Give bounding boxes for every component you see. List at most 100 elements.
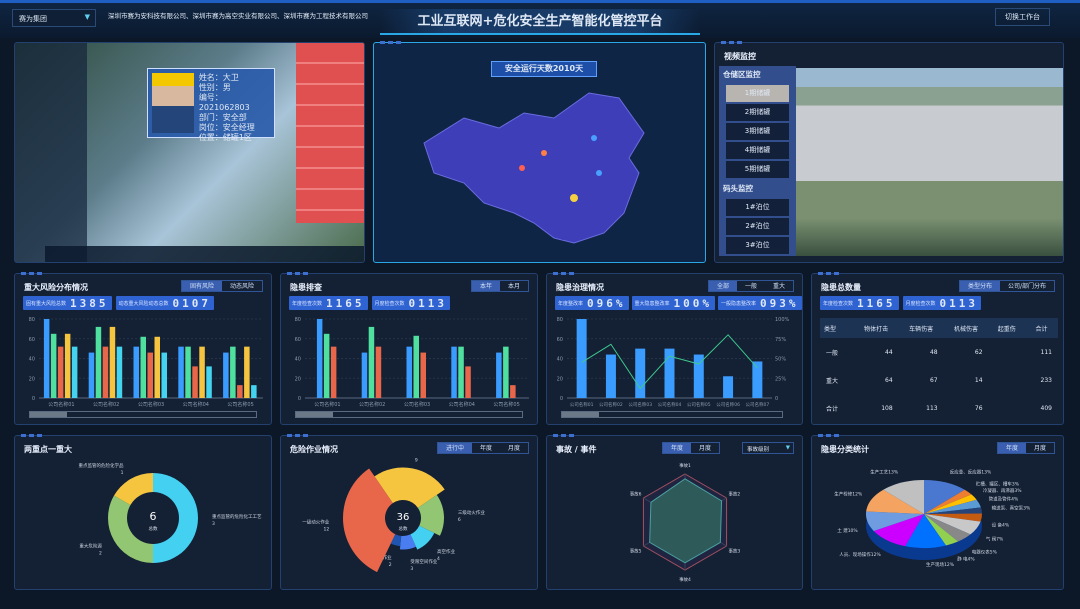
tab-year[interactable]: 本年 [471, 281, 500, 291]
y-tick-label: 60 [557, 337, 563, 343]
slice [924, 499, 981, 514]
tank-item[interactable]: 4期储罐 [726, 142, 789, 159]
slice-value: 2 [389, 562, 392, 568]
govern-panel: 隐患治理情况 全部 一般 重大 年度整改率 096% 重大隐患整改率 100% 一般隐患整改… [546, 272, 803, 425]
plant-sidebar[interactable] [15, 43, 87, 262]
counter: 年度检查次数 1165 [289, 296, 368, 310]
alarm-list[interactable] [296, 43, 364, 223]
chart-scrollbar[interactable] [29, 411, 257, 418]
tab-year[interactable]: 年度 [479, 445, 492, 452]
map-panel[interactable]: 安全运行天数2010天 [373, 41, 706, 263]
scroll-thumb[interactable] [562, 412, 599, 417]
bar [230, 346, 236, 398]
chart-scrollbar[interactable] [561, 411, 783, 418]
slice [924, 514, 959, 546]
map-marker[interactable] [541, 150, 547, 156]
berth-item[interactable]: 3#泊位 [726, 237, 789, 254]
panel-title: 隐患治理情况 [556, 283, 604, 292]
slice-label: 人员、现场操作12% [839, 551, 881, 558]
berth-item[interactable]: 2#泊位 [726, 218, 789, 235]
berth-item[interactable]: 1#泊位 [726, 199, 789, 216]
check-bar-chart: 0 20 40 60 80 公司名称01 公司名称02 公司名称03 公司名称04 公司名称05 [295, 317, 529, 408]
tab-general[interactable]: 一般 [744, 283, 757, 290]
tank-item[interactable]: 1期储罐 [726, 85, 789, 102]
two-key-panel: 两重点一重大 重点监管的危险化工工艺 3 重大危险源 2 重点监管的危险化学品 1 6 总数 [14, 434, 272, 590]
tab-month[interactable]: 月度 [1033, 445, 1046, 452]
x-tick-label: 公司名称05 [687, 401, 711, 408]
bar [50, 333, 57, 398]
map-marker[interactable] [570, 194, 578, 202]
slice-label: 一级动火作业 [302, 519, 329, 526]
table-cell: 重大 [826, 377, 839, 385]
bar [496, 352, 502, 398]
y-tick-label: 80 [557, 317, 563, 323]
dropdown-value: 事故级别 [747, 447, 770, 453]
plant-toolbar[interactable] [45, 246, 364, 262]
slice [924, 513, 982, 522]
tank-item[interactable]: 2期储罐 [726, 104, 789, 121]
map-marker[interactable] [591, 135, 597, 141]
map-marker[interactable] [519, 165, 525, 171]
group-select[interactable]: 赛为集团 ▼ [12, 9, 96, 27]
tab-type[interactable]: 类型分布 [959, 281, 1000, 291]
person-location: 位置：储罐1区 [198, 133, 252, 142]
counter: 月度检查次数 0113 [902, 296, 982, 310]
scroll-thumb[interactable] [30, 412, 67, 417]
bar [323, 333, 330, 398]
tank-item[interactable]: 5期储罐 [726, 161, 789, 178]
slice [883, 480, 924, 514]
tab-company[interactable]: 公司/部门分布 [1007, 283, 1046, 290]
counter: 动态重大风险动态总数 0107 [115, 296, 215, 310]
slice-label: 输送泵、真空泵3% [992, 504, 1031, 511]
table-cell: 108 [881, 404, 893, 412]
hazard-category-panel: 隐患分类统计 年度 月度 反应釜、反应器13% 贮槽、罐区、槽车3% 冷凝器、再沸器3… [811, 434, 1064, 590]
accident-level-dropdown[interactable]: 事故级别 ▼ [742, 442, 794, 454]
tab-all[interactable]: 全部 [708, 281, 737, 291]
radar-axis-label: 事故6 [630, 491, 642, 498]
tab-year[interactable]: 年度 [997, 443, 1026, 453]
bar [109, 326, 116, 398]
china-map[interactable] [404, 73, 674, 263]
table-cell: 409 [1040, 404, 1052, 412]
chart-scrollbar[interactable] [295, 411, 523, 418]
table-cell: 一般 [826, 349, 839, 357]
slice-label: 重点监管的危险化学品 [79, 462, 124, 469]
map-marker[interactable] [596, 170, 602, 176]
slice-label: 生产工艺13% [870, 468, 899, 475]
counter-label: 月度检查次数 [905, 300, 936, 307]
tab-month[interactable]: 本月 [507, 283, 520, 290]
counter-label: 年度整改率 [558, 300, 584, 307]
tank-item[interactable]: 3期储罐 [726, 123, 789, 140]
hazard-category-pie-chart: 反应釜、反应器13% 贮槽、罐区、槽车3%冷凝器、再沸器3%管道及管件4% 输送泵、… [834, 468, 1031, 568]
counter-value: 1165 [326, 296, 365, 310]
tab-dynamic[interactable]: 动态风险 [229, 283, 254, 290]
slice [343, 468, 396, 573]
tab-year[interactable]: 年度 [662, 443, 691, 453]
tab-month[interactable]: 月度 [698, 445, 711, 452]
video-feed[interactable] [796, 68, 1063, 256]
counter-value: 1385 [70, 296, 109, 310]
counter: 月度检查次数 0113 [371, 296, 451, 310]
plant-3d-panel[interactable]: 姓名：大卫 性别：男 编号：2021062803 部门：安全部 岗位：安全经理 … [14, 42, 365, 263]
chevron-down-icon: ▼ [785, 445, 790, 451]
bar [206, 366, 212, 398]
slice-value: 9 [415, 458, 418, 464]
person-gender: 性别：男 [198, 83, 231, 92]
bar [223, 352, 229, 398]
bar [71, 346, 78, 398]
tab-inherent[interactable]: 固有风险 [181, 281, 222, 291]
center-label: 总数 [399, 525, 408, 532]
tab-ongoing[interactable]: 进行中 [437, 443, 472, 453]
panel-title: 隐患分类统计 [821, 445, 869, 454]
scroll-thumb[interactable] [296, 412, 333, 417]
bar [316, 319, 323, 398]
y-tick-label: 80 [29, 317, 35, 323]
counter-value: 093% [760, 296, 799, 310]
bar [375, 346, 382, 398]
person-photo [152, 73, 194, 133]
tab-major[interactable]: 重大 [772, 283, 785, 290]
radar-axis-label: 事故3 [728, 548, 740, 555]
tab-month[interactable]: 月度 [507, 445, 520, 452]
switch-workbench-button[interactable]: 切换工作台 [995, 8, 1050, 26]
rate-line [581, 334, 758, 390]
